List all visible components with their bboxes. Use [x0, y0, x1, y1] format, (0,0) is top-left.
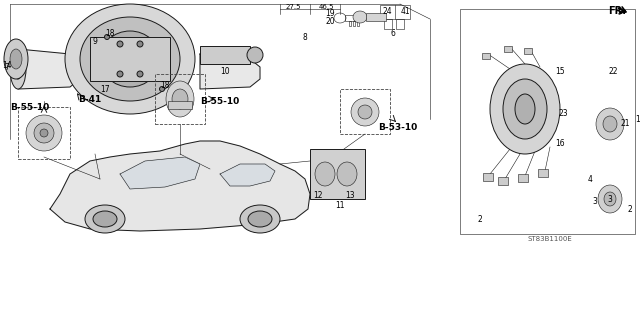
- Bar: [200, 46, 250, 64]
- Text: 13: 13: [345, 191, 355, 201]
- Text: 2: 2: [628, 204, 632, 213]
- Text: 11: 11: [335, 202, 345, 211]
- Text: B-41: B-41: [78, 94, 102, 103]
- Text: 10: 10: [220, 66, 230, 76]
- Bar: [155, 74, 205, 124]
- Ellipse shape: [34, 123, 54, 143]
- Ellipse shape: [115, 45, 145, 73]
- Polygon shape: [200, 54, 260, 89]
- Text: 7: 7: [4, 63, 10, 71]
- Bar: [524, 48, 532, 54]
- Ellipse shape: [603, 116, 617, 132]
- Bar: [353, 21, 355, 26]
- Text: 46.5: 46.5: [318, 4, 333, 10]
- Bar: [380, 5, 410, 19]
- Text: ST83B1100E: ST83B1100E: [527, 236, 572, 242]
- Text: 12: 12: [313, 191, 323, 201]
- Ellipse shape: [247, 47, 263, 63]
- Ellipse shape: [14, 59, 22, 79]
- Bar: [340, 89, 390, 134]
- Text: B-55-10: B-55-10: [10, 102, 50, 112]
- Text: 20: 20: [325, 17, 335, 26]
- Bar: [90, 37, 170, 81]
- Text: 14: 14: [2, 62, 12, 70]
- Ellipse shape: [85, 205, 125, 233]
- Text: 15: 15: [555, 66, 565, 76]
- Ellipse shape: [353, 11, 367, 23]
- Ellipse shape: [26, 115, 62, 151]
- Ellipse shape: [137, 41, 143, 47]
- Polygon shape: [220, 164, 275, 186]
- Text: 17: 17: [100, 85, 110, 93]
- Bar: [366, 13, 386, 21]
- Text: 8: 8: [303, 33, 307, 41]
- Ellipse shape: [80, 17, 180, 101]
- Polygon shape: [120, 157, 200, 189]
- Bar: [504, 46, 512, 52]
- Bar: [310, 149, 365, 199]
- Ellipse shape: [503, 79, 547, 139]
- Text: 9: 9: [93, 36, 97, 46]
- Bar: [482, 53, 490, 59]
- Ellipse shape: [248, 211, 272, 227]
- Bar: [498, 177, 508, 185]
- Ellipse shape: [166, 81, 194, 117]
- Bar: [349, 21, 351, 26]
- Ellipse shape: [117, 71, 123, 77]
- Polygon shape: [50, 141, 310, 231]
- Bar: [460, 9, 635, 234]
- Ellipse shape: [159, 86, 164, 92]
- Bar: [518, 174, 528, 182]
- Text: 27.5: 27.5: [285, 4, 301, 10]
- Ellipse shape: [315, 162, 335, 186]
- Ellipse shape: [4, 39, 28, 79]
- Ellipse shape: [596, 108, 624, 140]
- Polygon shape: [18, 49, 80, 89]
- Ellipse shape: [10, 49, 26, 89]
- Text: 18: 18: [105, 29, 115, 39]
- Ellipse shape: [598, 185, 622, 213]
- Text: B-55-10: B-55-10: [200, 97, 239, 106]
- Text: FR.: FR.: [608, 6, 626, 16]
- Ellipse shape: [240, 205, 280, 233]
- Ellipse shape: [117, 41, 123, 47]
- Bar: [538, 169, 548, 177]
- Text: 21: 21: [620, 120, 630, 129]
- Ellipse shape: [604, 192, 616, 206]
- Ellipse shape: [100, 31, 160, 87]
- Ellipse shape: [93, 211, 117, 227]
- Text: 2: 2: [477, 214, 483, 224]
- Ellipse shape: [490, 64, 560, 154]
- Bar: [483, 173, 493, 181]
- Ellipse shape: [337, 162, 357, 186]
- Text: B-53-10: B-53-10: [378, 122, 418, 131]
- Text: 19: 19: [325, 10, 335, 19]
- Bar: [18, 107, 70, 159]
- Bar: [396, 19, 404, 29]
- Ellipse shape: [172, 89, 188, 109]
- Ellipse shape: [137, 71, 143, 77]
- Text: 18: 18: [160, 81, 170, 91]
- Bar: [345, 15, 361, 21]
- Text: 1: 1: [636, 115, 640, 123]
- Text: 24: 24: [382, 6, 392, 16]
- Text: 6: 6: [390, 28, 396, 38]
- Ellipse shape: [515, 94, 535, 124]
- Ellipse shape: [351, 98, 379, 126]
- Text: 4: 4: [588, 174, 593, 183]
- Bar: [357, 21, 359, 26]
- Ellipse shape: [358, 105, 372, 119]
- Text: 3: 3: [593, 197, 597, 205]
- Text: 22: 22: [608, 66, 618, 76]
- Text: 16: 16: [555, 139, 565, 149]
- Ellipse shape: [40, 129, 48, 137]
- Text: 3: 3: [607, 195, 612, 204]
- Ellipse shape: [104, 34, 109, 40]
- Bar: [168, 101, 192, 109]
- Ellipse shape: [65, 4, 195, 114]
- Text: 41: 41: [400, 6, 410, 16]
- Bar: [384, 19, 392, 29]
- Text: 23: 23: [558, 109, 568, 118]
- Ellipse shape: [10, 49, 22, 69]
